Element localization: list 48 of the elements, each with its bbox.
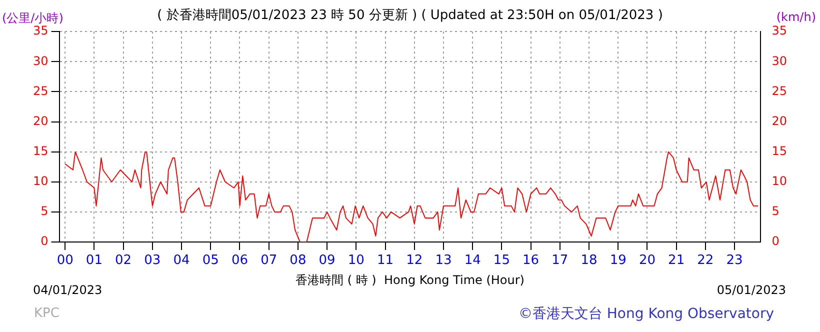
chart-title: ( 於香港時間05/01/2023 23 時 50 分更新 ) ( Updated at 23:50H on 05/01/2023 )	[157, 8, 663, 24]
x-tick-label: 22	[697, 253, 714, 268]
y2-tick-label: 10	[772, 174, 788, 188]
x-tick-label: 07	[260, 253, 278, 268]
x-tick-label: 23	[726, 253, 743, 268]
y-tick-label: 15	[32, 144, 48, 158]
y2-axis-title: (km/h)	[776, 10, 816, 24]
y-tick-label: 35	[32, 24, 48, 38]
y-tick-label: 30	[32, 54, 48, 68]
y-tick-label: 10	[32, 174, 48, 188]
x-tick-label: 20	[638, 253, 656, 268]
x-tick-label: 13	[435, 253, 452, 268]
x-tick-label: 18	[580, 253, 598, 268]
x-tick-label: 16	[522, 253, 540, 268]
x-tick-label: 05	[202, 253, 219, 268]
y-axis-title: (公里/小時)	[2, 10, 64, 26]
x-axis-title: 香港時間 ( 時 ) Hong Kong Time (Hour)	[296, 272, 524, 287]
x-tick-label: 08	[290, 253, 306, 268]
text: 04/01/2023	[33, 283, 102, 297]
text: 05/01/2023	[716, 283, 786, 297]
x-tick-label: 02	[115, 253, 132, 268]
y2-tick-label: 30	[772, 54, 788, 68]
y-tick-label: 5	[40, 204, 48, 218]
x-tick-label: 06	[231, 253, 248, 268]
y2-tick-label: 35	[772, 24, 788, 38]
x-tick-label: 15	[493, 253, 510, 268]
x-tick-label: 14	[464, 253, 481, 268]
text: KPC	[34, 306, 60, 321]
x-tick-label: 09	[318, 253, 336, 268]
y-tick-label: 20	[32, 114, 48, 128]
x-tick-label: 00	[56, 253, 74, 268]
y2-tick-label: 0	[772, 234, 780, 248]
y2-tick-label: 20	[772, 114, 788, 128]
x-tick-label: 21	[668, 253, 685, 268]
x-tick-label: 04	[173, 253, 190, 268]
y-tick-label: 25	[32, 84, 48, 98]
x-tick-label: 10	[348, 253, 364, 268]
y2-tick-label: 25	[772, 84, 788, 98]
x-tick-label: 17	[552, 253, 568, 268]
x-tick-label: 19	[610, 253, 626, 268]
y2-tick-label: 5	[772, 204, 780, 218]
y2-tick-label: 15	[772, 144, 788, 158]
x-tick-label: 11	[376, 253, 394, 268]
x-tick-label: 03	[144, 253, 161, 268]
x-tick-label: 01	[86, 253, 102, 268]
x-tick-label: 12	[406, 253, 423, 268]
text: ©香港天文台 Hong Kong Observatory	[518, 305, 774, 323]
y-tick-label: 0	[40, 234, 48, 248]
